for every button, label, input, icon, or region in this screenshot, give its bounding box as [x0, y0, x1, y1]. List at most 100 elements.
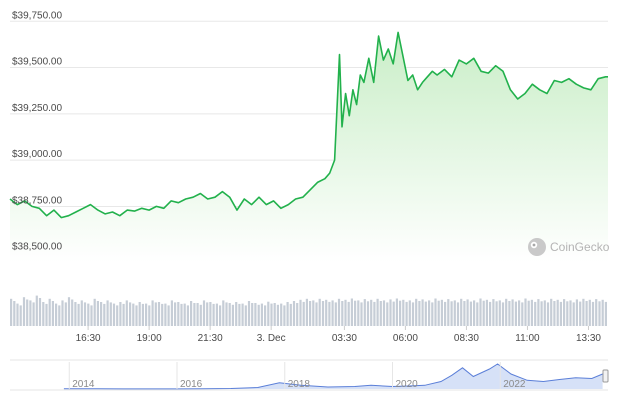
volume-bar: [100, 302, 103, 326]
volume-bar: [318, 298, 321, 326]
volume-bar: [151, 300, 154, 326]
volume-bar: [264, 305, 267, 326]
navigator-year-label: 2020: [396, 379, 419, 390]
y-axis-labels: $38,500.00 $38,750.00 $39,000.00 $39,250.00…: [12, 10, 62, 252]
volume-bar: [83, 302, 87, 326]
volume-bar: [55, 303, 58, 326]
volume-bar: [473, 300, 476, 326]
price-line-layer: [9, 31, 608, 219]
volume-bar: [386, 302, 389, 326]
volume-bar: [109, 302, 112, 326]
volume-bar: [119, 302, 122, 326]
volume-bar: [305, 298, 308, 326]
volume-bar: [534, 301, 537, 326]
volume-bar: [556, 299, 559, 326]
volume-bar: [238, 303, 241, 326]
volume-bar: [202, 300, 206, 326]
volume-bar: [267, 301, 270, 326]
volume-bar: [563, 299, 566, 326]
volume-bar: [585, 301, 588, 326]
volume-bar: [495, 301, 498, 326]
range-navigator[interactable]: 2014 2016 2018 2020 2022: [10, 359, 609, 391]
volume-bar: [321, 301, 325, 326]
volume-bar: [35, 295, 38, 326]
volume-bar: [141, 303, 144, 326]
price-series-line: [9, 31, 608, 219]
volume-bar: [219, 305, 222, 326]
volume-bar: [540, 301, 543, 326]
volume-bar: [154, 302, 157, 326]
volume-bar: [315, 302, 318, 326]
x-tick-label: 13:30: [576, 333, 601, 344]
volume-bar: [45, 303, 48, 326]
volume-bar: [405, 301, 408, 326]
volume-bar: [588, 299, 591, 326]
volume-bar: [93, 298, 96, 326]
volume-bar: [42, 302, 45, 326]
volume-bar: [553, 301, 556, 326]
volume-bar: [116, 305, 119, 326]
volume-bar: [161, 303, 164, 326]
volume-bar: [299, 299, 302, 326]
volume-bar: [537, 299, 540, 326]
volume-bar: [550, 298, 553, 326]
volume-bar: [280, 303, 283, 326]
volume-bar: [444, 301, 447, 326]
volume-bar: [61, 300, 64, 326]
volume-bar: [22, 297, 26, 326]
y-tick-label: $38,750.00: [12, 195, 62, 206]
watermark-label: CoinGecko: [550, 240, 610, 254]
volume-bar: [469, 301, 472, 326]
volume-bar: [103, 303, 106, 326]
volume-bar: [26, 299, 29, 326]
volume-bar: [463, 301, 466, 326]
volume-bar: [254, 303, 257, 326]
navigator-line: [63, 363, 603, 390]
volume-bar: [415, 298, 418, 326]
x-tick-label: 21:30: [198, 333, 223, 344]
volume-bar: [199, 304, 202, 326]
coingecko-logo-icon: [528, 238, 546, 256]
volume-bar: [408, 300, 411, 326]
volume-bar: [604, 301, 607, 326]
volume-bar: [325, 299, 328, 326]
x-tick-label: 06:00: [393, 333, 418, 344]
volume-bar: [292, 301, 296, 326]
volume-bar: [418, 301, 421, 326]
y-tick-label: $39,000.00: [12, 149, 62, 160]
volume-bar: [428, 300, 431, 326]
volume-bar: [145, 303, 148, 326]
volume-bar: [411, 302, 415, 326]
volume-bar: [222, 300, 225, 326]
volume-bar: [167, 305, 170, 326]
volume-bar: [453, 300, 456, 326]
x-tick-label: 19:00: [137, 333, 162, 344]
volume-bar: [29, 300, 32, 326]
volume-bar: [485, 299, 488, 326]
volume-bar: [424, 301, 427, 326]
volume-bar: [235, 302, 238, 326]
volume-bar: [241, 303, 244, 326]
volume-bar: [347, 301, 350, 326]
volume-bar: [273, 303, 276, 326]
volume-bar: [164, 303, 167, 326]
volume-bar: [296, 303, 299, 326]
volume-bar: [209, 302, 212, 326]
navigator-handle-right[interactable]: [602, 369, 609, 383]
volume-bar: [196, 303, 199, 326]
volume-bar: [148, 305, 151, 326]
volume-bar: [521, 302, 524, 326]
volume-bar: [112, 303, 116, 326]
volume-bar: [492, 299, 495, 326]
volume-bar: [595, 299, 598, 326]
volume-bar: [309, 301, 312, 326]
volume-bar: [543, 300, 546, 326]
x-tick-label: 3. Dec: [257, 333, 286, 344]
volume-bar: [10, 298, 13, 326]
volume-bar: [546, 302, 550, 326]
volume-bar: [32, 302, 35, 326]
volume-bar: [157, 302, 161, 326]
volume-bar: [582, 298, 585, 326]
volume-bar: [402, 299, 405, 326]
